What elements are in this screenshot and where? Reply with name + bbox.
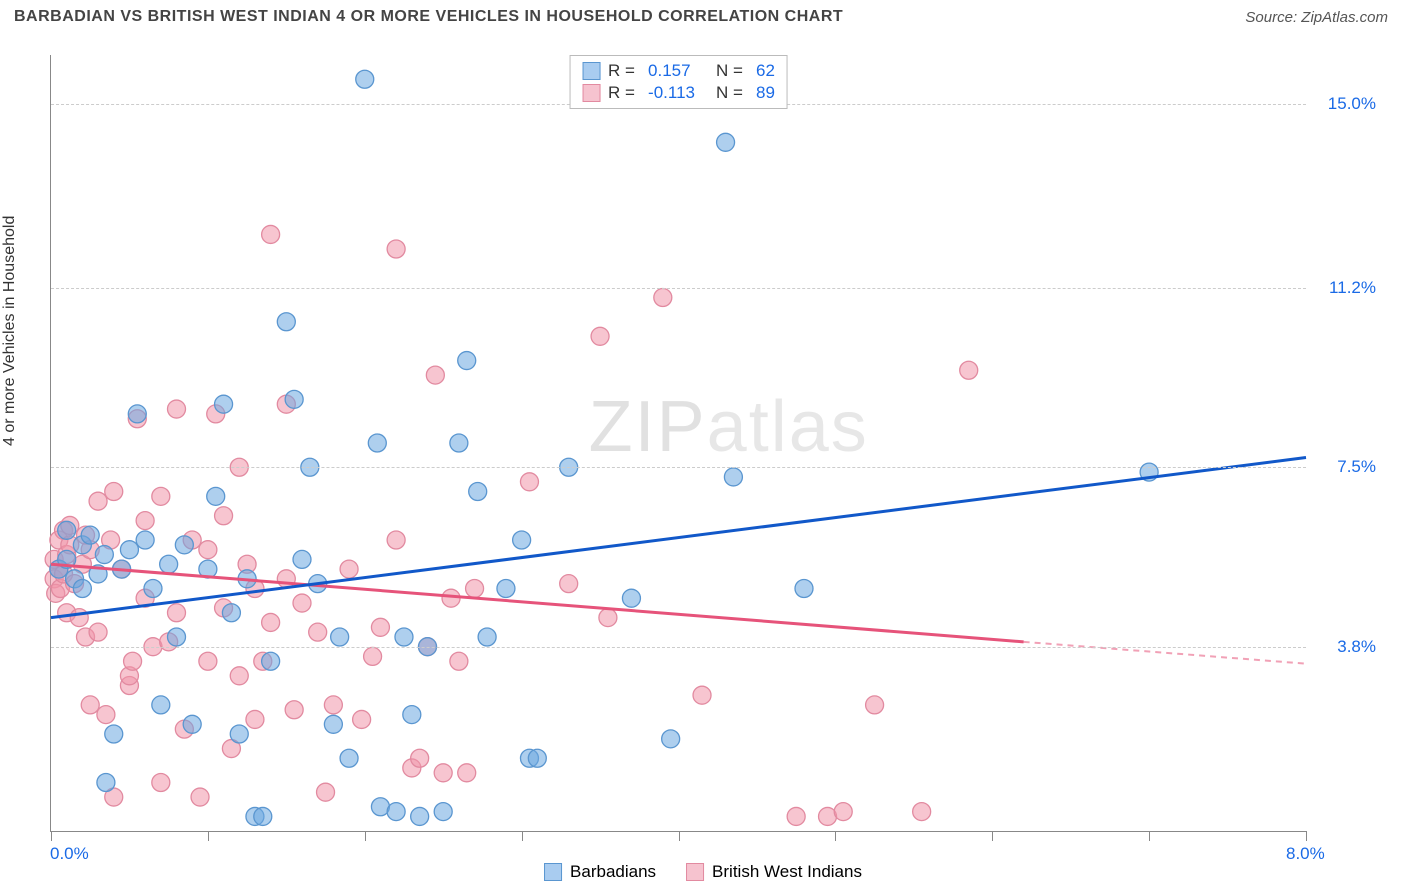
x-axis-max-label: 8.0% (1286, 844, 1325, 864)
stats-r-value-1: -0.113 (648, 83, 708, 103)
stats-r-value-0: 0.157 (648, 61, 708, 81)
legend-label-bwi: British West Indians (712, 862, 862, 882)
legend-swatch-barbadians (544, 863, 562, 881)
stats-n-value-1: 89 (756, 83, 775, 103)
stats-row-bwi: R = -0.113 N = 89 (582, 82, 775, 104)
plot-area: ZIPatlas R = 0.157 N = 62 R = -0.113 N =… (50, 55, 1306, 832)
y-tick-label: 15.0% (1328, 94, 1376, 114)
stats-n-label: N = (716, 61, 748, 81)
y-tick-label: 11.2% (1329, 278, 1376, 298)
stats-n-value-0: 62 (756, 61, 775, 81)
stats-r-label: R = (608, 83, 640, 103)
stats-row-barbadians: R = 0.157 N = 62 (582, 60, 775, 82)
y-axis-title: 4 or more Vehicles in Household (1, 216, 19, 446)
chart-header: BARBADIAN VS BRITISH WEST INDIAN 4 OR MO… (0, 0, 1406, 30)
chart-title: BARBADIAN VS BRITISH WEST INDIAN 4 OR MO… (14, 8, 843, 26)
correlation-stats-box: R = 0.157 N = 62 R = -0.113 N = 89 (569, 55, 788, 109)
source-prefix: Source: (1245, 9, 1301, 26)
stats-r-label: R = (608, 61, 640, 81)
legend-item-barbadians: Barbadians (544, 862, 656, 882)
stats-n-label: N = (716, 83, 748, 103)
x-axis-min-label: 0.0% (50, 844, 89, 864)
y-tick-label: 3.8% (1337, 637, 1376, 657)
chart-source: Source: ZipAtlas.com (1245, 9, 1388, 26)
legend-swatch-bwi (686, 863, 704, 881)
legend-label-barbadians: Barbadians (570, 862, 656, 882)
legend: Barbadians British West Indians (544, 862, 862, 882)
legend-item-bwi: British West Indians (686, 862, 862, 882)
scatter-svg (51, 55, 1306, 831)
swatch-bwi (582, 84, 600, 102)
swatch-barbadians (582, 62, 600, 80)
y-tick-label: 7.5% (1337, 457, 1376, 477)
source-name: ZipAtlas.com (1301, 9, 1388, 26)
